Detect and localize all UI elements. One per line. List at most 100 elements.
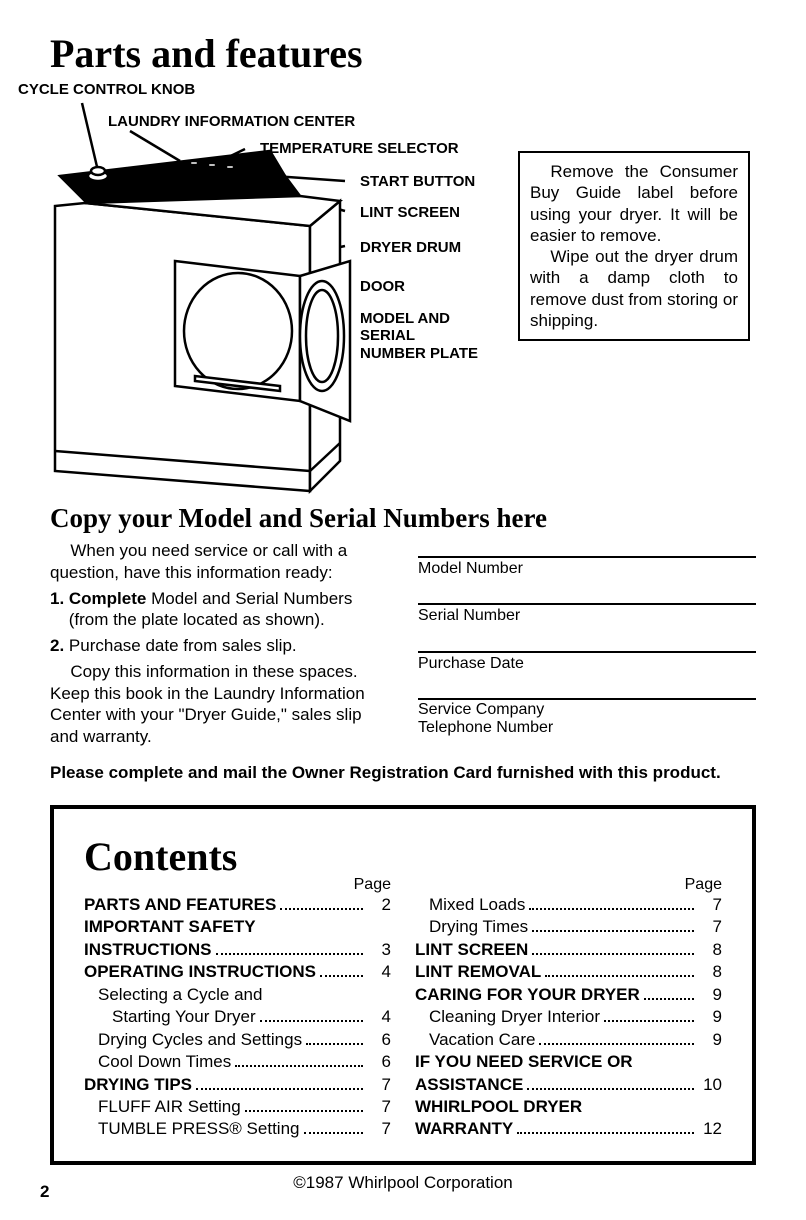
toc-dots <box>644 984 694 999</box>
toc-page: 6 <box>367 1051 391 1073</box>
toc-label: LINT REMOVAL <box>415 961 541 983</box>
copy-li2: 2. Purchase date from sales slip. <box>50 635 388 657</box>
toc-page: 2 <box>367 894 391 916</box>
toc-page: 8 <box>698 961 722 983</box>
toc-dots <box>529 895 694 910</box>
toc-label: FLUFF AIR Setting <box>84 1096 241 1118</box>
toc-dots <box>245 1097 363 1112</box>
toc-page: 4 <box>367 1006 391 1028</box>
toc-page: 9 <box>698 1029 722 1051</box>
toc-row: Vacation Care 9 <box>415 1029 722 1051</box>
toc-label: IF YOU NEED SERVICE OR <box>415 1051 722 1073</box>
toc-page: 7 <box>698 916 722 938</box>
copy-li1-bold: 1. Complete <box>50 589 146 608</box>
toc-label: WHIRLPOOL DRYER <box>415 1096 722 1118</box>
toc-row: Cool Down Times 6 <box>84 1051 391 1073</box>
contents-box: Contents Page PARTS AND FEATURES 2IMPORTA… <box>50 805 756 1165</box>
toc-row: CARING FOR YOUR DRYER 9 <box>415 984 722 1006</box>
toc-row: TUMBLE PRESS® Setting 7 <box>84 1118 391 1140</box>
toc-label: Cool Down Times <box>84 1051 231 1073</box>
registration-note: Please complete and mail the Owner Regis… <box>50 762 756 783</box>
contents-title: Contents <box>84 833 722 880</box>
toc-dots <box>235 1052 363 1067</box>
copy-p1: When you need service or call with a que… <box>50 540 388 584</box>
toc-dots <box>539 1029 694 1044</box>
info-box: Remove the Consumer Buy Guide label befo… <box>518 151 750 341</box>
field-service: Service Company Telephone Number <box>418 698 756 736</box>
field-serial: Serial Number <box>418 603 756 626</box>
field-model: Model Number <box>418 556 756 579</box>
toc-right-col: Page Mixed Loads7Drying Times7LINT SCREE… <box>415 876 722 1141</box>
toc-dots <box>545 962 694 977</box>
toc-dots <box>604 1007 694 1022</box>
copy-li2-rest: Purchase date from sales slip. <box>64 636 296 655</box>
toc-label: Vacation Care <box>415 1029 535 1051</box>
toc-row: Mixed Loads 7 <box>415 894 722 916</box>
toc-label: LINT SCREEN <box>415 939 528 961</box>
toc-page: 7 <box>367 1118 391 1140</box>
toc-label: DRYING TIPS <box>84 1074 192 1096</box>
toc-row: INSTRUCTIONS3 <box>84 939 391 961</box>
toc-columns: Page PARTS AND FEATURES 2IMPORTANT SAFETY… <box>84 876 722 1141</box>
copy-p2: Copy this information in these spaces. K… <box>50 661 388 748</box>
toc-page: 4 <box>367 961 391 983</box>
field-purchase: Purchase Date <box>418 651 756 674</box>
toc-page-header-left: Page <box>84 876 391 894</box>
toc-label: Drying Cycles and Settings <box>84 1029 302 1051</box>
toc-row: Selecting a Cycle and <box>84 984 391 1006</box>
toc-row: DRYING TIPS 7 <box>84 1074 391 1096</box>
toc-page: 9 <box>698 984 722 1006</box>
toc-row: WHIRLPOOL DRYER <box>415 1096 722 1118</box>
toc-row: Cleaning Dryer Interior 9 <box>415 1006 722 1028</box>
toc-dots <box>320 962 363 977</box>
toc-page: 6 <box>367 1029 391 1051</box>
toc-page: 8 <box>698 939 722 961</box>
info-p2: Wipe out the dryer drum with a damp clot… <box>530 246 738 331</box>
toc-dots <box>306 1029 363 1044</box>
toc-row: Drying Times 7 <box>415 916 722 938</box>
toc-row: LINT REMOVAL 8 <box>415 961 722 983</box>
toc-label: Mixed Loads <box>415 894 525 916</box>
copy-section: When you need service or call with a que… <box>50 540 756 748</box>
toc-dots <box>196 1074 363 1089</box>
copy-right-col: Model Number Serial Number Purchase Date… <box>418 540 756 748</box>
toc-label: CARING FOR YOUR DRYER <box>415 984 640 1006</box>
diagram-area: CYCLE CONTROL KNOB LAUNDRY INFORMATION C… <box>50 81 750 501</box>
toc-label: IMPORTANT SAFETY <box>84 916 391 938</box>
toc-label: Starting Your Dryer <box>84 1006 256 1028</box>
toc-page: 3 <box>367 939 391 961</box>
toc-row: ASSISTANCE10 <box>415 1074 722 1096</box>
toc-dots <box>532 940 694 955</box>
toc-row: PARTS AND FEATURES 2 <box>84 894 391 916</box>
dryer-illustration <box>40 81 500 511</box>
toc-dots <box>216 940 364 955</box>
toc-page: 7 <box>367 1074 391 1096</box>
toc-page: 7 <box>698 894 722 916</box>
toc-row: IF YOU NEED SERVICE OR <box>415 1051 722 1073</box>
toc-row: LINT SCREEN 8 <box>415 939 722 961</box>
toc-row: Starting Your Dryer 4 <box>84 1006 391 1028</box>
toc-label: TUMBLE PRESS® Setting <box>84 1118 300 1140</box>
toc-page: 9 <box>698 1006 722 1028</box>
toc-row: Drying Cycles and Settings 6 <box>84 1029 391 1051</box>
toc-dots <box>280 895 363 910</box>
toc-page-header-right: Page <box>415 876 722 894</box>
toc-label: OPERATING INSTRUCTIONS <box>84 961 316 983</box>
toc-row: IMPORTANT SAFETY <box>84 916 391 938</box>
toc-label: Cleaning Dryer Interior <box>415 1006 600 1028</box>
copy-left-col: When you need service or call with a que… <box>50 540 388 748</box>
page-number: 2 <box>40 1182 49 1202</box>
info-p1: Remove the Consumer Buy Guide label befo… <box>530 161 738 246</box>
toc-label: ASSISTANCE <box>415 1074 523 1096</box>
toc-label: Drying Times <box>415 916 528 938</box>
toc-label: PARTS AND FEATURES <box>84 894 276 916</box>
toc-dots <box>304 1119 364 1134</box>
toc-row: WARRANTY12 <box>415 1118 722 1140</box>
toc-dots <box>532 917 694 932</box>
toc-left-col: Page PARTS AND FEATURES 2IMPORTANT SAFETY… <box>84 876 391 1141</box>
toc-row: OPERATING INSTRUCTIONS 4 <box>84 961 391 983</box>
copy-li2-bold: 2. <box>50 636 64 655</box>
toc-label: WARRANTY <box>415 1118 513 1140</box>
toc-label: Selecting a Cycle and <box>84 984 391 1006</box>
toc-dots <box>260 1007 363 1022</box>
